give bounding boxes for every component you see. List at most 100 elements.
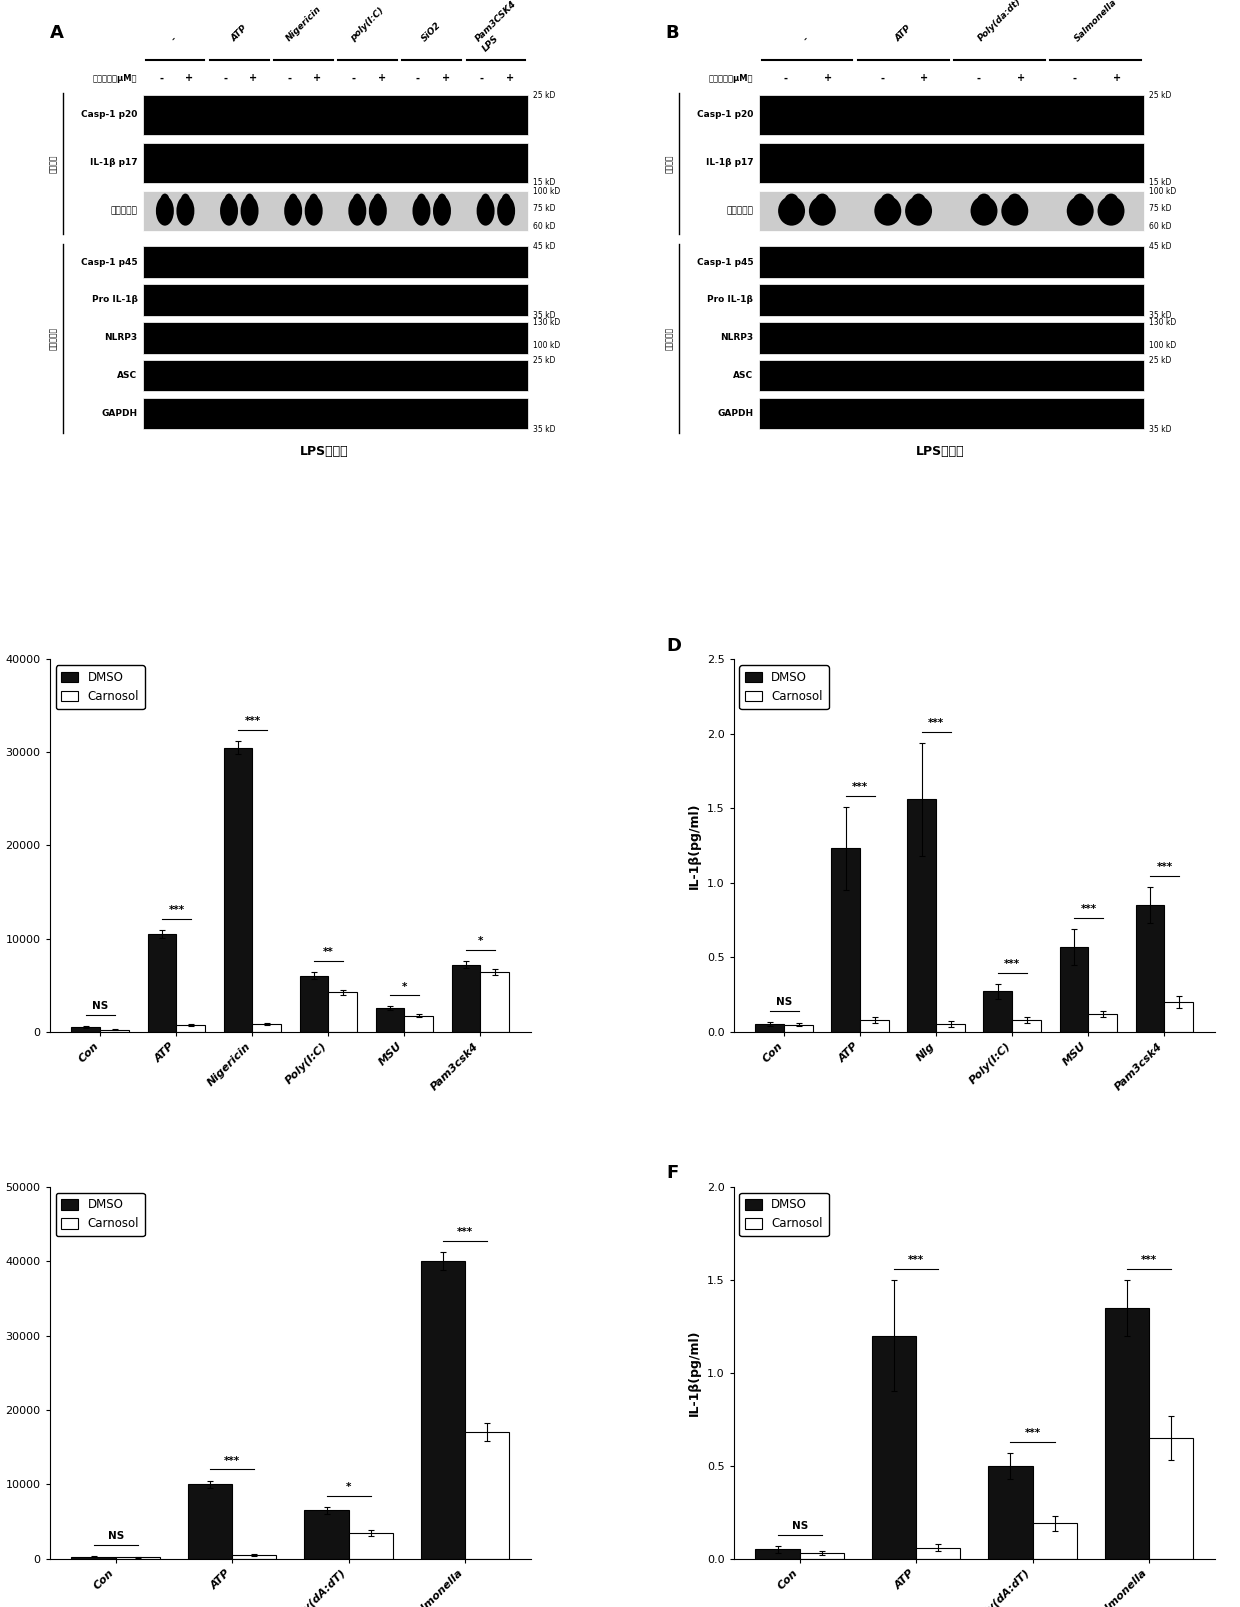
Ellipse shape	[1074, 193, 1087, 206]
Bar	[936, 1024, 965, 1032]
Text: Salmonella: Salmonella	[1073, 0, 1118, 43]
Text: 100 kD: 100 kD	[1149, 186, 1177, 196]
Ellipse shape	[224, 193, 233, 206]
Text: ***: ***	[1141, 1255, 1157, 1265]
Text: 100 kD: 100 kD	[1149, 341, 1177, 350]
Text: 35 kD: 35 kD	[1149, 424, 1172, 434]
Bar	[376, 1008, 404, 1032]
Text: Casp-1 p20: Casp-1 p20	[81, 111, 138, 119]
Text: NS: NS	[776, 996, 792, 1008]
Bar	[785, 1025, 813, 1032]
Bar	[253, 1024, 281, 1032]
Text: ASC: ASC	[733, 371, 754, 381]
Text: IL-1β p17: IL-1β p17	[706, 159, 754, 167]
Ellipse shape	[476, 196, 495, 225]
Text: NS: NS	[108, 1531, 124, 1541]
Text: 75 kD: 75 kD	[1149, 204, 1172, 214]
Text: 25 kD: 25 kD	[533, 90, 556, 100]
Ellipse shape	[289, 193, 298, 206]
Text: Pro IL-1β: Pro IL-1β	[708, 296, 754, 304]
Bar	[329, 993, 357, 1032]
Bar	[1012, 1019, 1042, 1032]
Bar	[143, 360, 528, 392]
Text: 35 kD: 35 kD	[533, 312, 556, 320]
Text: +: +	[920, 74, 929, 84]
Ellipse shape	[246, 193, 254, 206]
Text: 60 kD: 60 kD	[533, 222, 556, 231]
Text: ***: ***	[908, 1255, 924, 1265]
Ellipse shape	[1008, 193, 1022, 206]
Bar	[755, 1024, 785, 1032]
Text: +: +	[1112, 74, 1121, 84]
Text: Pam3CSK4: Pam3CSK4	[474, 0, 518, 43]
Ellipse shape	[219, 196, 238, 225]
Text: ***: ***	[169, 905, 185, 916]
Text: +: +	[185, 74, 193, 84]
Bar	[1105, 1308, 1149, 1559]
Ellipse shape	[779, 196, 805, 225]
Text: -: -	[784, 74, 787, 84]
Text: NS: NS	[791, 1520, 807, 1531]
Bar	[143, 284, 528, 315]
Text: +: +	[1017, 74, 1024, 84]
Text: ATP: ATP	[893, 24, 913, 43]
Text: *: *	[346, 1482, 351, 1491]
Text: ***: ***	[1157, 863, 1173, 873]
Text: -: -	[159, 74, 162, 84]
Legend: DMSO, Carnosol: DMSO, Carnosol	[56, 665, 145, 709]
Bar	[1033, 1523, 1076, 1559]
Ellipse shape	[977, 193, 991, 206]
Text: Pro IL-1β: Pro IL-1β	[92, 296, 138, 304]
Bar	[1089, 1014, 1117, 1032]
Ellipse shape	[413, 196, 430, 225]
Text: ***: ***	[852, 783, 868, 792]
Text: ATP: ATP	[229, 24, 249, 43]
Text: 130 kD: 130 kD	[533, 318, 560, 326]
Text: +: +	[249, 74, 258, 84]
Bar	[861, 1019, 889, 1032]
Text: ***: ***	[1080, 905, 1096, 914]
Text: NLRP3: NLRP3	[720, 333, 754, 342]
Bar	[143, 95, 528, 135]
Ellipse shape	[241, 196, 258, 225]
Bar	[176, 1025, 206, 1032]
Text: SiO2: SiO2	[420, 21, 443, 43]
Text: -: -	[480, 74, 484, 84]
Ellipse shape	[502, 193, 511, 206]
Legend: DMSO, Carnosol: DMSO, Carnosol	[739, 1192, 828, 1236]
Text: 60 kD: 60 kD	[1149, 222, 1172, 231]
Ellipse shape	[160, 193, 170, 206]
Bar	[916, 1548, 961, 1559]
Text: 45 kD: 45 kD	[533, 243, 556, 251]
Ellipse shape	[438, 193, 446, 206]
Bar	[1164, 1001, 1193, 1032]
Text: ASC: ASC	[118, 371, 138, 381]
Bar	[759, 143, 1143, 183]
Text: GAPDH: GAPDH	[717, 410, 754, 418]
Text: ***: ***	[1004, 959, 1021, 969]
Bar	[143, 399, 528, 429]
Text: 75 kD: 75 kD	[533, 204, 556, 214]
Bar	[755, 1549, 800, 1559]
Text: 25 kD: 25 kD	[533, 355, 556, 365]
Ellipse shape	[497, 196, 515, 225]
Text: -: -	[802, 34, 811, 43]
Text: Nigericin: Nigericin	[284, 5, 322, 43]
Text: 100 kD: 100 kD	[533, 186, 560, 196]
Ellipse shape	[481, 193, 490, 206]
Text: NLRP3: NLRP3	[104, 333, 138, 342]
Bar	[72, 1027, 100, 1032]
Ellipse shape	[911, 193, 925, 206]
Bar	[420, 1261, 465, 1559]
Bar	[72, 1557, 115, 1559]
Text: 35 kD: 35 kD	[533, 424, 556, 434]
Bar	[1149, 1438, 1193, 1559]
Bar	[143, 143, 528, 183]
Text: *: *	[402, 982, 407, 992]
Bar	[1059, 947, 1089, 1032]
Bar	[872, 1335, 916, 1559]
Text: poly(I:C): poly(I:C)	[348, 6, 386, 43]
Bar	[983, 992, 1012, 1032]
Bar	[232, 1556, 277, 1559]
Text: -: -	[976, 74, 981, 84]
